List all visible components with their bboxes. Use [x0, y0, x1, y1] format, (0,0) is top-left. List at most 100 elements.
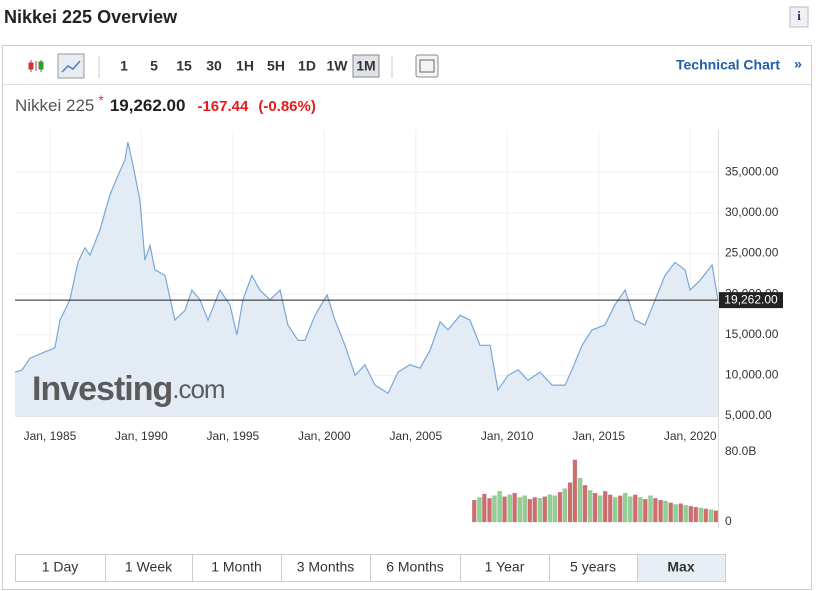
volume-bar — [653, 498, 658, 523]
interval-button[interactable]: 1D — [298, 58, 316, 74]
interval-button[interactable]: 1M — [356, 58, 375, 74]
x-tick-label: Jan, 1990 — [115, 429, 168, 443]
x-tick-label: Jan, 2005 — [389, 429, 442, 443]
interval-button[interactable]: 1W — [327, 58, 349, 74]
candle-icon[interactable] — [28, 60, 44, 72]
quote-line: Nikkei 225 * 19,262.00 -167.44 (-0.86%) — [15, 92, 316, 116]
y-tick-label: 80.0B — [725, 444, 756, 458]
volume-bar — [623, 492, 628, 523]
volume-bar — [608, 494, 613, 523]
link-arrow[interactable]: » — [794, 56, 802, 72]
volume-bar — [668, 502, 673, 523]
range-button[interactable] — [105, 554, 193, 582]
panel-icon-glyph — [419, 59, 435, 73]
range-label[interactable]: 1 Day — [42, 559, 79, 575]
x-tick-label: Jan, 2020 — [664, 429, 717, 443]
technical-chart-link[interactable]: Technical Chart — [676, 57, 780, 73]
volume-bar — [477, 497, 482, 523]
volume-bar — [613, 497, 618, 523]
x-tick-label: Jan, 2000 — [298, 429, 351, 443]
range-label[interactable]: 1 Month — [211, 559, 262, 575]
volume-bar — [552, 495, 557, 523]
volume-bar — [698, 507, 703, 523]
volume-bar — [472, 499, 477, 523]
volume-bar — [532, 497, 537, 523]
volume-bar — [527, 499, 532, 523]
volume-bar — [487, 498, 492, 523]
range-label[interactable]: 6 Months — [386, 559, 444, 575]
info-icon: i — [797, 8, 801, 23]
volume-bar — [507, 494, 512, 523]
range-button[interactable] — [549, 554, 638, 582]
interval-button[interactable]: 1H — [236, 58, 254, 74]
range-label[interactable]: Max — [667, 559, 694, 575]
volume-bar — [512, 492, 517, 523]
watermark-domain: .com — [172, 374, 224, 404]
y-tick-label: 25,000.00 — [725, 246, 779, 260]
x-tick-label: Jan, 1985 — [24, 429, 77, 443]
interval-button[interactable]: 1 — [120, 58, 128, 74]
volume-bar — [703, 508, 708, 523]
line-icon[interactable] — [57, 53, 85, 79]
volume-bar — [673, 504, 678, 523]
range-label[interactable]: 5 years — [570, 559, 616, 575]
title: Nikkei 225 Overview — [4, 7, 178, 27]
watermark: Investing.com — [32, 370, 225, 408]
x-tick-label: Jan, 2015 — [572, 429, 625, 443]
volume-bar — [497, 491, 502, 523]
volume-bar — [683, 505, 688, 523]
volume-bar — [542, 496, 547, 523]
info-button[interactable] — [789, 6, 809, 28]
y-tick-label: 15,000.00 — [725, 327, 779, 341]
range-button[interactable] — [192, 554, 282, 582]
volume-bar — [628, 496, 633, 523]
interval-button[interactable]: 15 — [176, 58, 192, 74]
volume-bar — [688, 506, 693, 523]
volume-bar — [708, 509, 714, 523]
range-label[interactable]: 3 Months — [297, 559, 355, 575]
panel-icon[interactable] — [415, 54, 439, 78]
y-tick-label: 10,000.00 — [725, 368, 779, 382]
range-button[interactable] — [15, 554, 106, 582]
y-tick-label: 30,000.00 — [725, 205, 779, 219]
volume-bar — [492, 495, 497, 523]
volume-bar — [567, 482, 573, 523]
interval-active[interactable] — [352, 54, 380, 78]
last-price-label: 19,262.00 — [724, 292, 778, 306]
volume-bar — [557, 492, 563, 523]
volume-bar — [582, 485, 588, 523]
quote-change-pct: (-0.86%) — [258, 98, 316, 115]
volume-bar — [577, 478, 583, 523]
volume-bar — [638, 497, 643, 523]
interval-button[interactable]: 5H — [267, 58, 285, 74]
volume-bar — [547, 494, 553, 523]
volume-bar — [643, 499, 648, 523]
volume-bar — [618, 495, 623, 523]
volume-bar — [537, 498, 542, 523]
quote-name: Nikkei 225 — [15, 96, 94, 115]
range-label[interactable]: 1 Year — [485, 559, 525, 575]
quote-change: -167.44 — [197, 98, 249, 115]
area — [15, 142, 718, 416]
volume-bar — [693, 506, 698, 523]
volume-bar — [648, 495, 653, 523]
y-tick-label: 0 — [725, 514, 732, 528]
range-button[interactable] — [370, 554, 461, 582]
x-tick-label: Jan, 2010 — [481, 429, 534, 443]
volume-bar — [517, 497, 522, 523]
volume-bar — [592, 492, 598, 523]
range-button[interactable] — [460, 554, 550, 582]
y-tick-label: 5,000.00 — [725, 408, 772, 422]
volume-bar — [602, 491, 608, 523]
volume-bar — [663, 500, 668, 523]
range-button[interactable] — [637, 554, 726, 582]
interval-button[interactable]: 30 — [206, 58, 222, 74]
last-price-tag — [719, 292, 783, 309]
price-line — [14, 142, 719, 395]
interval-button[interactable]: 5 — [150, 58, 158, 74]
volume-bar — [598, 495, 603, 523]
volume-bar — [482, 493, 487, 523]
range-label[interactable]: 1 Week — [125, 559, 173, 575]
